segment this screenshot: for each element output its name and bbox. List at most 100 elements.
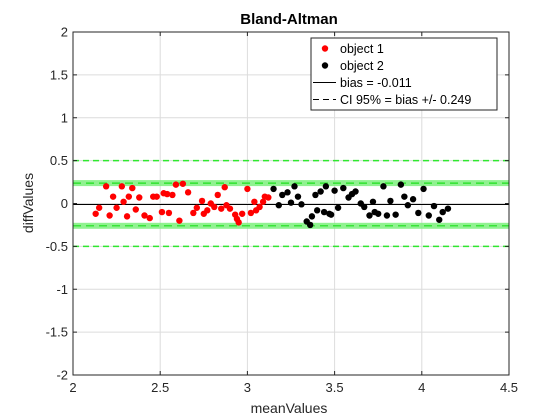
point-object-2 [270, 185, 277, 193]
point-object-2 [439, 208, 446, 216]
point-object-1 [158, 208, 166, 216]
point-object-1 [176, 217, 183, 224]
point-object-2 [312, 191, 319, 199]
point-object-1 [259, 198, 267, 205]
point-object-2 [322, 183, 330, 190]
y-tick-label: -1 [56, 282, 68, 297]
legend-label-bias: bias = -0.011 [340, 76, 412, 90]
point-object-2 [392, 211, 399, 218]
x-tick-label: 2 [69, 380, 76, 395]
point-object-2 [334, 204, 342, 211]
legend-box [310, 37, 498, 111]
point-object-2 [327, 211, 335, 218]
point-object-1 [169, 191, 176, 199]
y-tick-label: 0.5 [50, 153, 68, 168]
point-object-1 [123, 213, 131, 220]
point-object-1 [92, 210, 99, 217]
point-object-1 [265, 194, 272, 201]
point-object-2 [415, 209, 422, 217]
point-object-1 [118, 183, 126, 190]
point-object-1 [244, 185, 251, 193]
point-object-2 [401, 193, 408, 200]
point-object-2 [404, 202, 412, 209]
x-tick-label: 4 [418, 380, 425, 395]
point-object-1 [204, 207, 211, 214]
point-object-2 [366, 212, 373, 219]
point-object-1 [214, 191, 221, 199]
point-object-1 [247, 209, 255, 217]
point-object-1 [256, 203, 263, 211]
point-object-2 [380, 183, 387, 190]
point-object-2 [369, 198, 377, 205]
x-tick-label: 3.5 [326, 380, 344, 395]
point-object-1 [109, 193, 117, 200]
point-object-2 [425, 212, 432, 219]
axes: 2 2.5 3 3.5 4 4.5 -2 -1.5 -1 -0.5 0 0.5 1 1.5 2 [46, 25, 518, 396]
point-object-2 [320, 208, 328, 216]
legend-marker-object-1 [321, 45, 329, 52]
x-tick-label: 2.5 [151, 380, 169, 395]
point-object-2 [287, 199, 295, 206]
point-object-1 [125, 193, 133, 200]
point-object-2 [383, 212, 391, 219]
point-object-2 [313, 207, 321, 214]
point-object-1 [235, 219, 242, 226]
point-object-1 [136, 194, 143, 201]
point-object-2 [409, 196, 417, 203]
legend-label-object-1: object 1 [340, 42, 384, 56]
legend-marker-object-2 [321, 62, 329, 69]
point-object-1 [179, 180, 187, 187]
point-object-2 [430, 202, 438, 210]
point-object-2 [331, 187, 338, 194]
y-axis-label: diffValues [20, 173, 36, 233]
point-object-1 [129, 184, 136, 192]
point-object-1 [132, 206, 139, 213]
point-object-2 [294, 193, 302, 200]
ci-upper-band [73, 180, 509, 187]
y-tick-label: 2 [61, 25, 68, 40]
y-tick-label: -1.5 [46, 325, 68, 340]
legend-label-object-2: object 2 [340, 59, 384, 73]
y-tick-label: 1 [61, 110, 68, 125]
point-object-1 [193, 204, 201, 211]
point-object-1 [113, 204, 120, 211]
x-axis-label: meanValues [251, 400, 328, 416]
x-tick-label: 3 [244, 380, 251, 395]
point-object-2 [317, 188, 324, 195]
point-object-2 [444, 205, 452, 212]
legend: object 1 object 2 bias = -0.011 CI 95% =… [310, 37, 498, 111]
legend-label-ci: CI 95% = bias +/- 0.249 [340, 93, 471, 107]
point-object-2 [308, 213, 316, 220]
point-object-2 [397, 181, 405, 188]
point-object-1 [251, 198, 258, 205]
point-object-2 [375, 210, 382, 217]
point-object-2 [387, 197, 394, 205]
y-tick-label: 1.5 [50, 67, 68, 82]
point-object-1 [141, 212, 148, 219]
point-object-1 [190, 209, 197, 217]
point-object-1 [163, 190, 171, 198]
point-object-2 [306, 221, 314, 229]
point-object-2 [361, 203, 368, 211]
point-object-2 [420, 185, 427, 193]
point-object-2 [436, 216, 443, 223]
point-object-1 [165, 209, 173, 217]
point-object-1 [146, 214, 153, 222]
point-object-1 [120, 198, 127, 205]
point-object-1 [172, 181, 180, 188]
point-object-2 [352, 188, 359, 195]
point-object-1 [184, 189, 192, 196]
point-object-1 [238, 210, 246, 217]
y-tick-label: 0 [61, 196, 68, 211]
point-object-1 [226, 205, 234, 212]
point-object-2 [279, 191, 286, 199]
point-object-2 [275, 202, 282, 209]
y-tick-label: -2 [56, 368, 68, 383]
data-points [92, 180, 452, 229]
point-object-1 [198, 197, 206, 205]
y-tick-label: -0.5 [46, 239, 68, 254]
ci-lower-band [73, 222, 509, 229]
point-object-2 [340, 184, 347, 192]
chart-title: Bland-Altman [240, 11, 338, 28]
